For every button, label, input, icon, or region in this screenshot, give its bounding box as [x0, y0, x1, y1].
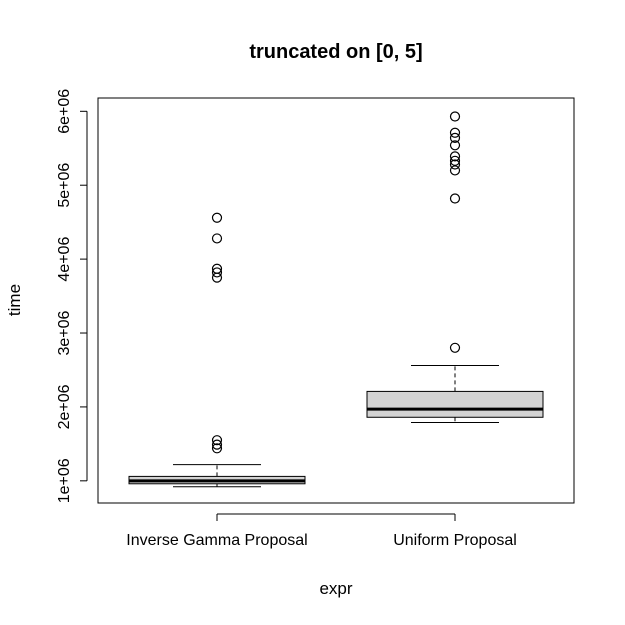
y-tick-label: 1e+06 [56, 458, 73, 503]
x-axis-label: expr [319, 579, 352, 598]
outlier-point [211, 272, 223, 283]
outlier-point [211, 212, 223, 223]
box-1 [128, 212, 306, 488]
y-axis-label: time [5, 284, 24, 316]
x-axis: Inverse Gamma Proposal Uniform Proposal [126, 513, 517, 549]
plot-frame [97, 97, 575, 504]
outlier-point [211, 443, 223, 454]
outlier-point [211, 233, 223, 244]
outlier-point [211, 263, 223, 274]
y-tick-label: 4e+06 [56, 237, 73, 282]
y-axis: 1e+06 2e+06 3e+06 4e+06 5e+06 6e+06 [56, 89, 88, 503]
outlier-point [449, 193, 461, 204]
outlier-point [449, 151, 461, 162]
outlier-point [449, 111, 461, 122]
outlier-point [211, 267, 223, 278]
outlier-point [449, 155, 461, 166]
chart-title: truncated on [0, 5] [249, 41, 422, 63]
y-tick-label: 2e+06 [56, 384, 73, 429]
outlier-point [449, 342, 461, 353]
outlier-point [449, 127, 461, 138]
y-tick-label: 3e+06 [56, 310, 73, 355]
box-2 [366, 111, 544, 423]
outlier-point [211, 435, 223, 446]
outlier-point [211, 439, 223, 450]
outlier-point [449, 159, 461, 170]
outlier-point [449, 132, 461, 144]
boxes [128, 111, 544, 488]
y-tick-label: 5e+06 [56, 163, 73, 208]
x-tick-label: Inverse Gamma Proposal [126, 532, 307, 549]
outlier-point [449, 140, 461, 151]
iqr-box [366, 390, 544, 418]
y-tick-label: 6e+06 [56, 89, 73, 134]
x-tick-label: Uniform Proposal [393, 532, 517, 549]
outlier-point [449, 165, 461, 176]
